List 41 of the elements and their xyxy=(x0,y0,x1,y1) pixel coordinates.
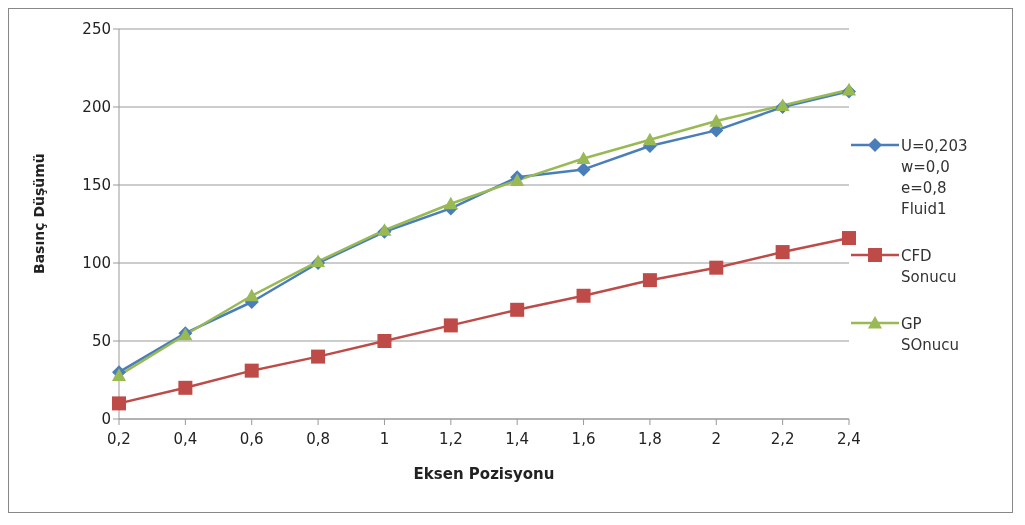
point xyxy=(842,231,856,246)
point xyxy=(775,245,790,260)
point xyxy=(311,349,326,364)
point xyxy=(377,334,392,348)
point xyxy=(244,363,259,378)
y-tick-label: 100 xyxy=(82,254,111,273)
y-tick-label: 250 xyxy=(82,20,111,39)
y-tick-label: 0 xyxy=(101,410,111,429)
x-tick-label: 2,4 xyxy=(837,429,861,448)
legend-label: CFD Sonucu xyxy=(901,246,958,288)
y-tick-label: 200 xyxy=(82,98,111,117)
point xyxy=(709,260,724,275)
point xyxy=(576,288,591,303)
x-tick-label: 2,2 xyxy=(770,429,795,448)
x-tick-label: 0,4 xyxy=(173,429,198,448)
point xyxy=(178,380,193,395)
x-tick-label: 1,4 xyxy=(505,429,530,448)
x-tick-label: 1,6 xyxy=(571,429,596,448)
point xyxy=(576,151,591,165)
legend-label: U=0,203 w=0,0 e=0,8 Fluid1 xyxy=(901,136,969,220)
x-tick-label: 1,8 xyxy=(637,429,662,448)
x-tick-label: 1 xyxy=(379,429,390,448)
x-tick-label: 0,8 xyxy=(306,429,331,448)
x-tick-label: 0,2 xyxy=(107,429,131,448)
point xyxy=(709,114,724,127)
point xyxy=(244,288,259,302)
x-axis-title: Eksen Pozisyonu xyxy=(413,465,555,483)
y-tick-label: 150 xyxy=(82,176,111,195)
point xyxy=(576,162,591,177)
legend-label: GP SOnucu xyxy=(901,314,961,356)
point xyxy=(642,132,657,146)
point xyxy=(510,302,525,317)
point xyxy=(443,318,458,333)
point xyxy=(112,396,126,411)
point xyxy=(443,196,458,210)
x-tick-label: 0,6 xyxy=(239,429,264,448)
y-axis-title: Basınç Düşümü xyxy=(30,153,47,274)
x-tick-label: 2 xyxy=(711,429,722,448)
point xyxy=(642,273,657,288)
x-tick-label: 1,2 xyxy=(438,429,463,448)
y-tick-label: 50 xyxy=(91,332,111,351)
